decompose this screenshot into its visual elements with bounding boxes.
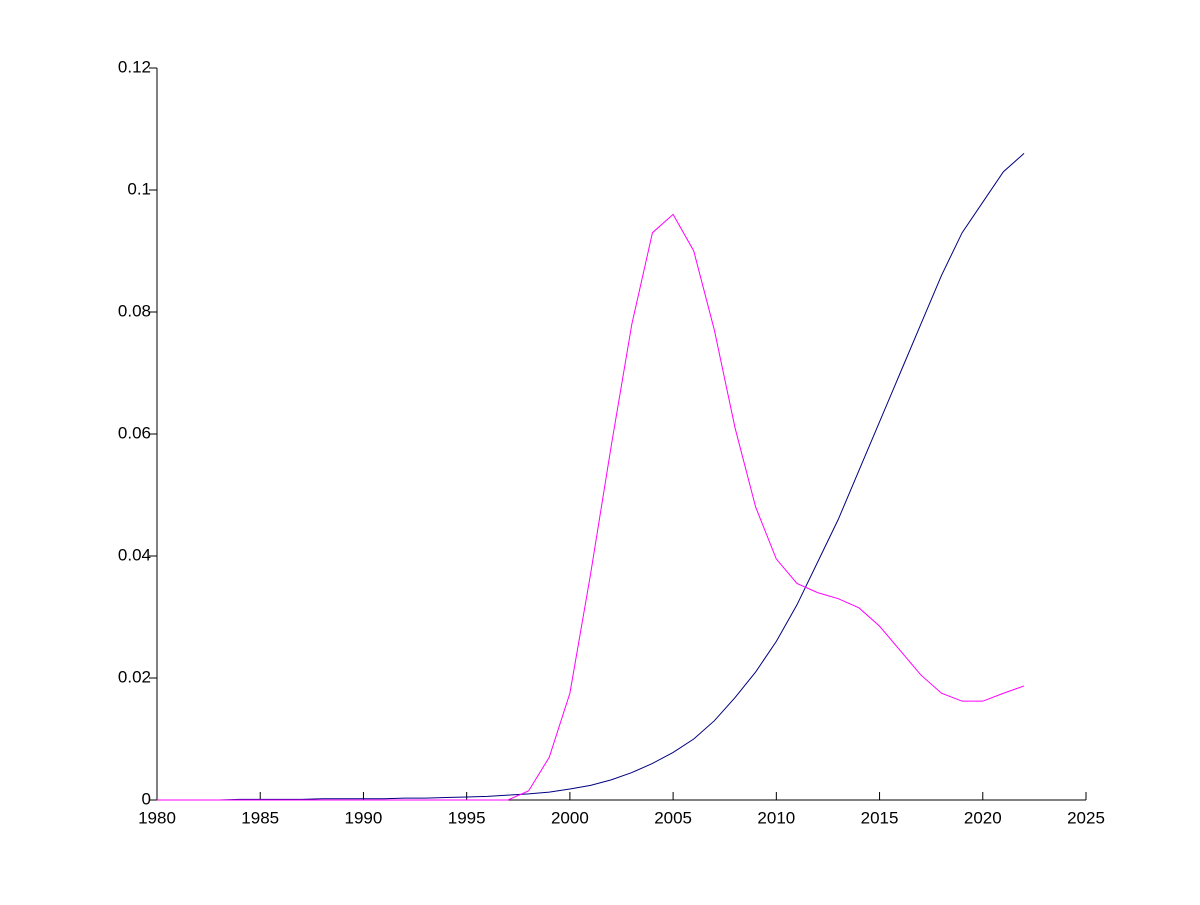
x-tick-label: 1995	[448, 808, 486, 827]
x-tick-label: 1980	[138, 808, 176, 827]
x-tick-label: 2025	[1067, 808, 1105, 827]
line-series	[157, 213, 1025, 801]
x-tick-label: 2020	[964, 808, 1002, 827]
y-tick-label: 0.1	[127, 179, 151, 198]
y-tick-label: 0.12	[118, 57, 151, 76]
x-tick-label: 1985	[241, 808, 279, 827]
y-tick-label: 0.02	[118, 667, 151, 686]
x-tick-label: 2015	[861, 808, 899, 827]
x-tick-label: 2000	[551, 808, 589, 827]
x-tick-label: 2005	[654, 808, 692, 827]
y-tick-label: 0.06	[118, 423, 151, 442]
x-tick-label: 2010	[757, 808, 795, 827]
y-tick-label: 0.04	[118, 545, 151, 564]
line-series	[157, 153, 1025, 801]
x-tick-label: 1990	[345, 808, 383, 827]
y-tick-label: 0.08	[118, 301, 151, 320]
y-tick-label: 0	[142, 789, 151, 808]
